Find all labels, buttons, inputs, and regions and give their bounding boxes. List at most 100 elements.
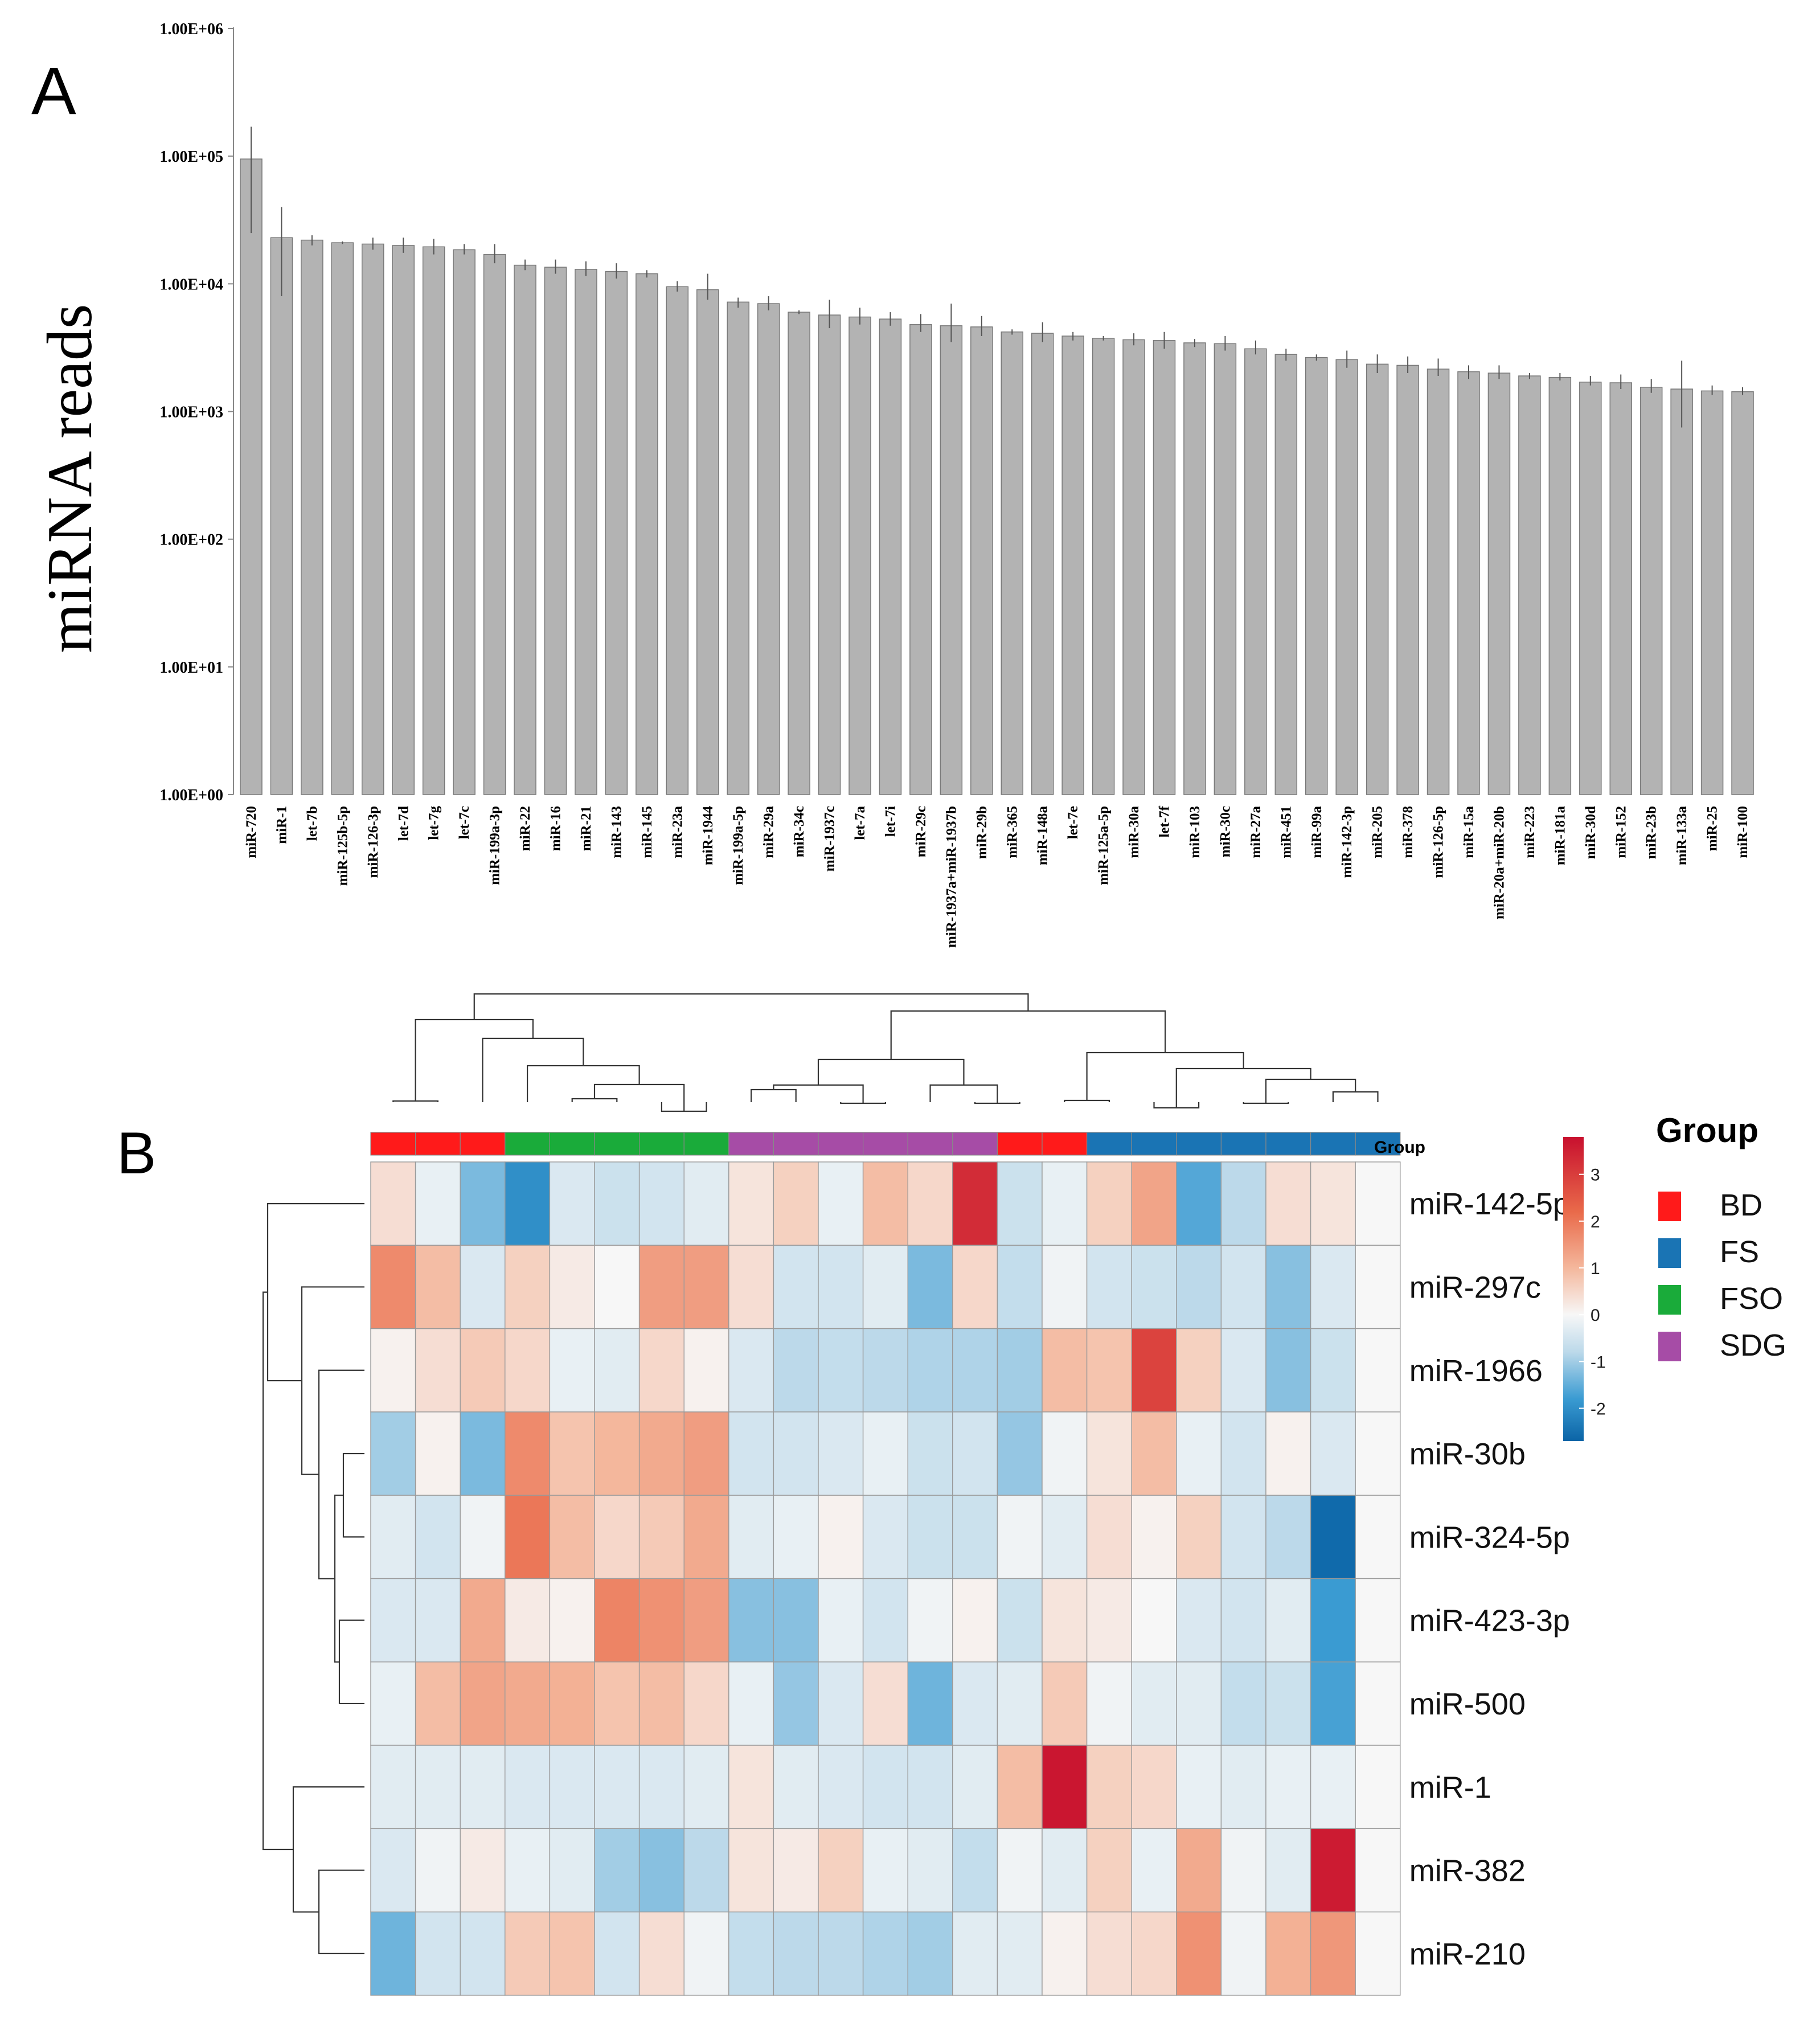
heatmap-cell — [1265, 1578, 1311, 1663]
column-dendrogram-link — [593, 1083, 685, 1111]
heatmap-cell — [460, 1745, 506, 1830]
heatmap-cell — [683, 1411, 729, 1496]
bar — [1366, 363, 1389, 795]
heatmap-cell — [862, 1578, 908, 1663]
group-track-cell — [862, 1132, 908, 1156]
column-dendrogram-link — [751, 1088, 797, 1102]
heatmap-cell — [1355, 1328, 1401, 1413]
legend-label: SDG — [1720, 1328, 1786, 1362]
heatmap-cell — [460, 1578, 506, 1663]
heatmap-cell — [549, 1161, 595, 1246]
y-tick-label: 1.00E+06 — [159, 21, 223, 38]
heatmap-cell — [1131, 1828, 1177, 1913]
group-track-cell — [415, 1132, 461, 1156]
heatmap-cell — [549, 1578, 595, 1663]
heatmap-cell — [460, 1328, 506, 1413]
x-tick-label: miR-720 — [244, 806, 259, 858]
bar — [240, 158, 263, 795]
heatmap-cell — [415, 1328, 461, 1413]
group-track-cell — [638, 1132, 684, 1156]
bar — [453, 249, 476, 795]
heatmap-cell — [638, 1661, 684, 1746]
x-tick-label: miR-145 — [640, 806, 655, 858]
heatmap-cell — [1131, 1245, 1177, 1329]
heatmap-cell — [1220, 1828, 1266, 1913]
heatmap-cell — [638, 1828, 684, 1913]
group-track-cell — [1265, 1132, 1311, 1156]
colorbar: 3 2 1 0 -1 -2 — [1563, 1137, 1606, 1441]
bar — [1122, 339, 1145, 795]
colorbar-tick-label: -1 — [1591, 1353, 1606, 1372]
heatmap-cell — [1220, 1578, 1266, 1663]
row-dendrogram-link — [301, 1286, 364, 1475]
x-tick-label: miR-20a+miR-20b — [1491, 806, 1507, 919]
heatmap-cell — [862, 1828, 908, 1913]
x-tick-label: miR-152 — [1613, 806, 1629, 858]
x-tick-label: miR-99a — [1309, 806, 1325, 858]
row-dendrogram-link — [267, 1203, 364, 1382]
bar — [1639, 387, 1663, 795]
heatmap-cell — [1042, 1411, 1088, 1496]
heatmap-cell — [683, 1745, 729, 1830]
heatmap-cell — [594, 1411, 640, 1496]
heatmap-cell — [773, 1245, 819, 1329]
heatmap-cell — [997, 1245, 1043, 1329]
heatmap-cell — [907, 1495, 953, 1579]
heatmap-cell — [818, 1328, 864, 1413]
group-track-cell — [460, 1132, 506, 1156]
row-dendrogram-link — [342, 1452, 364, 1538]
column-dendrogram — [392, 993, 1379, 1112]
x-tick-label: miR-30a — [1126, 806, 1142, 858]
x-tick-label: miR-29a — [761, 806, 777, 858]
legend-label: FS — [1720, 1235, 1759, 1269]
bar — [1579, 382, 1602, 795]
heatmap-cell — [505, 1328, 551, 1413]
y-tick-label: 1.00E+03 — [159, 404, 223, 421]
bar — [1396, 365, 1419, 795]
heatmap-cell — [549, 1745, 595, 1830]
legend-label: FSO — [1720, 1282, 1783, 1316]
heatmap-cell — [549, 1828, 595, 1913]
heatmap-cell — [1310, 1911, 1356, 1996]
column-dendrogram-link — [773, 1084, 864, 1103]
bar — [514, 264, 536, 795]
heatmap-cell — [862, 1161, 908, 1246]
x-tick-label: miR-21 — [579, 806, 594, 851]
heatmap-cell — [773, 1911, 819, 1996]
row-label: miR-500 — [1409, 1687, 1526, 1721]
x-tick-label: miR-1 — [274, 806, 289, 844]
heatmap-cell — [505, 1661, 551, 1746]
x-tick-label: let-7f — [1157, 805, 1173, 837]
x-tick-label: miR-29c — [913, 806, 929, 857]
x-tick-label: miR-23b — [1644, 806, 1659, 859]
group-track-cell — [952, 1132, 998, 1156]
heatmap-cells — [370, 1161, 1401, 1996]
heatmap-cell — [1310, 1661, 1356, 1746]
bar — [757, 303, 780, 795]
heatmap-cell — [728, 1328, 774, 1413]
heatmap-cell — [728, 1245, 774, 1329]
heatmap-cell — [952, 1578, 998, 1663]
heatmap-cell — [728, 1745, 774, 1830]
group-track-cell — [728, 1132, 774, 1156]
bar — [392, 245, 415, 795]
heatmap-cell — [1220, 1911, 1266, 1996]
heatmap-cell — [683, 1495, 729, 1579]
x-tick-label: miR-181a — [1552, 806, 1568, 866]
x-tick-label: let-7g — [427, 806, 442, 840]
heatmap-cell — [1086, 1495, 1132, 1579]
panel-b-heatmap: B Group miR-142-5p miR-297c miR-1966 miR-30… — [117, 993, 1786, 1996]
group-track-cell — [1310, 1132, 1356, 1156]
x-tick-label: miR-378 — [1400, 806, 1416, 858]
column-dendrogram-link — [1086, 1051, 1244, 1100]
bar — [1335, 359, 1358, 795]
x-tick-label: miR-1937a+miR-1937b — [944, 806, 959, 948]
x-tick-label: miR-199a-3p — [487, 806, 503, 885]
bar — [483, 253, 506, 795]
x-tick-label: miR-1937c — [822, 806, 838, 871]
colorbar-tick-label: 0 — [1591, 1306, 1600, 1325]
heatmap-cell — [907, 1578, 953, 1663]
row-dendrogram-link — [292, 1786, 364, 1913]
colorbar-tick-label: 2 — [1591, 1213, 1600, 1231]
